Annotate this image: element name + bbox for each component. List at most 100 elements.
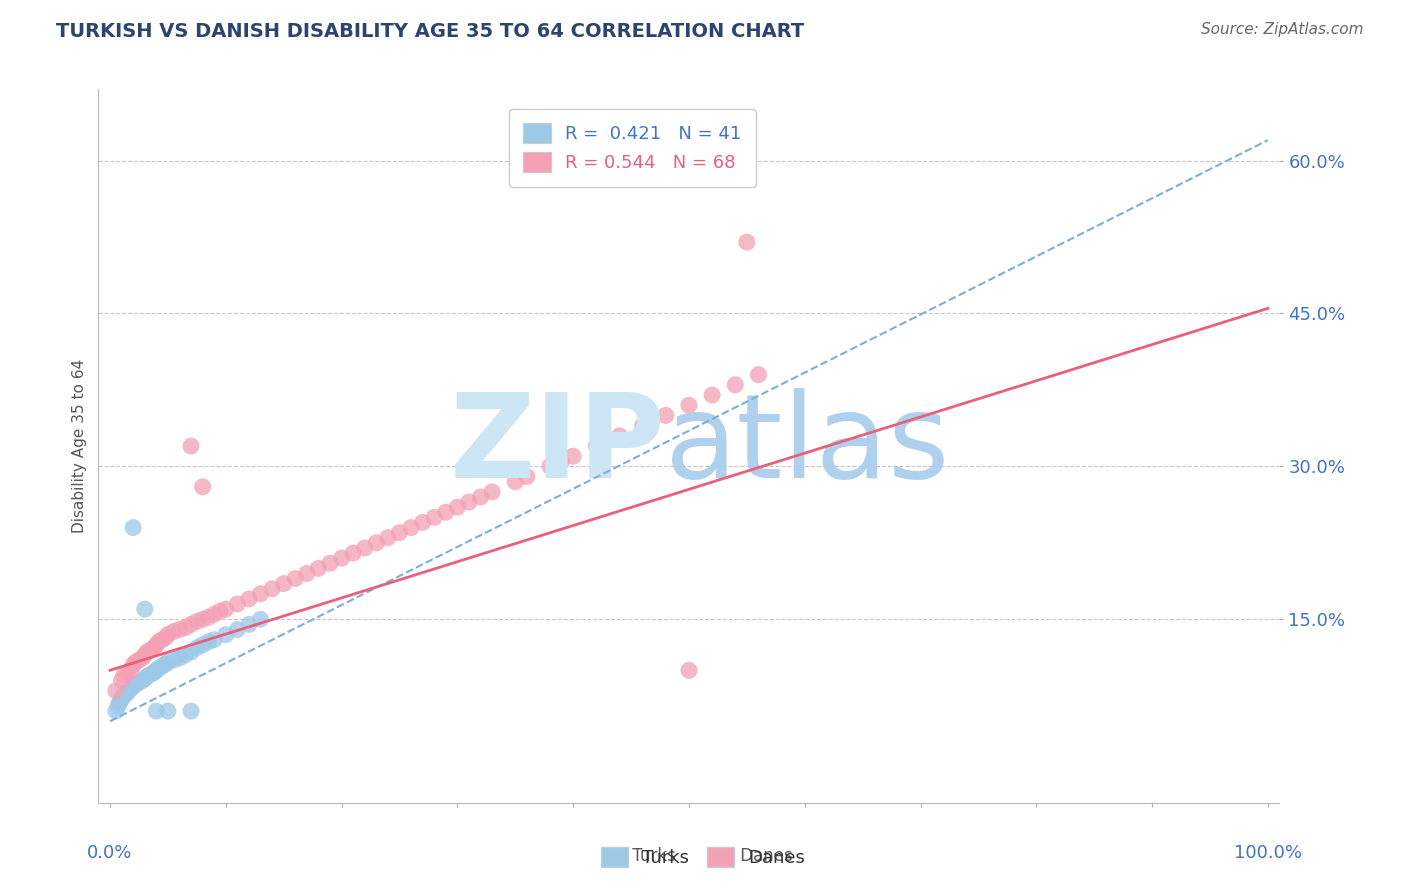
Point bbox=[446, 500, 468, 515]
Point bbox=[215, 602, 238, 616]
Point bbox=[148, 634, 170, 648]
Point bbox=[117, 665, 139, 680]
Point bbox=[284, 572, 307, 586]
Point bbox=[134, 602, 156, 616]
Point bbox=[550, 454, 572, 468]
Point bbox=[112, 668, 135, 682]
Point bbox=[700, 388, 723, 402]
Point bbox=[226, 597, 249, 611]
Point bbox=[307, 561, 329, 575]
Text: atlas: atlas bbox=[665, 389, 950, 503]
Point bbox=[111, 690, 134, 704]
Point bbox=[139, 667, 162, 681]
Point bbox=[180, 617, 202, 632]
Point bbox=[215, 627, 238, 641]
Point bbox=[197, 610, 219, 624]
Point bbox=[110, 673, 132, 688]
Point bbox=[180, 439, 202, 453]
Point bbox=[134, 672, 156, 686]
Point bbox=[124, 655, 146, 669]
Point bbox=[388, 525, 411, 540]
Text: 100.0%: 100.0% bbox=[1234, 845, 1302, 863]
Point bbox=[117, 686, 139, 700]
Point bbox=[131, 651, 153, 665]
Point bbox=[150, 659, 173, 673]
Legend: R =  0.421   N = 41, R = 0.544   N = 68: R = 0.421 N = 41, R = 0.544 N = 68 bbox=[509, 109, 755, 186]
Point bbox=[104, 704, 127, 718]
Text: 0.0%: 0.0% bbox=[87, 845, 132, 863]
Point bbox=[202, 607, 225, 622]
Point bbox=[353, 541, 375, 555]
Point bbox=[150, 632, 173, 647]
Point bbox=[747, 368, 769, 382]
Point bbox=[156, 704, 179, 718]
Point bbox=[122, 680, 145, 694]
Legend: Turks, Danes: Turks, Danes bbox=[593, 839, 813, 874]
Point bbox=[128, 653, 150, 667]
Point bbox=[434, 505, 457, 519]
Point bbox=[174, 620, 197, 634]
Point bbox=[186, 640, 208, 655]
Point bbox=[120, 663, 142, 677]
Point bbox=[481, 484, 503, 499]
Point bbox=[631, 418, 654, 433]
Y-axis label: Disability Age 35 to 64: Disability Age 35 to 64 bbox=[72, 359, 87, 533]
Point bbox=[107, 698, 129, 713]
Point bbox=[148, 661, 170, 675]
Point bbox=[120, 681, 142, 696]
Point bbox=[110, 694, 132, 708]
Point bbox=[423, 510, 446, 524]
Point bbox=[724, 377, 747, 392]
Point bbox=[678, 663, 700, 677]
Point bbox=[342, 546, 364, 560]
Point bbox=[503, 475, 526, 489]
Point bbox=[163, 624, 186, 639]
Point bbox=[180, 645, 202, 659]
Point bbox=[735, 235, 758, 249]
Text: Source: ZipAtlas.com: Source: ZipAtlas.com bbox=[1201, 22, 1364, 37]
Point bbox=[538, 459, 561, 474]
Point bbox=[110, 691, 132, 706]
Point bbox=[174, 648, 197, 662]
Point bbox=[191, 612, 214, 626]
Point bbox=[145, 663, 167, 677]
Point bbox=[191, 480, 214, 494]
Point bbox=[330, 551, 353, 566]
Point bbox=[117, 683, 139, 698]
Point bbox=[202, 632, 225, 647]
Text: TURKISH VS DANISH DISABILITY AGE 35 TO 64 CORRELATION CHART: TURKISH VS DANISH DISABILITY AGE 35 TO 6… bbox=[56, 22, 804, 41]
Point bbox=[470, 490, 492, 504]
Point bbox=[377, 531, 399, 545]
Point bbox=[678, 398, 700, 412]
Point bbox=[136, 645, 159, 659]
Text: ⬜ Turks: ⬜ Turks bbox=[617, 847, 676, 865]
Point bbox=[186, 615, 208, 629]
Point bbox=[412, 516, 434, 530]
Point bbox=[163, 653, 186, 667]
Point bbox=[366, 536, 388, 550]
Point bbox=[609, 429, 631, 443]
Text: ZIP: ZIP bbox=[450, 389, 665, 503]
Point bbox=[197, 634, 219, 648]
Point bbox=[319, 556, 342, 570]
Point bbox=[143, 640, 166, 655]
Point bbox=[104, 683, 127, 698]
Point bbox=[226, 623, 249, 637]
Point bbox=[585, 439, 607, 453]
Point bbox=[249, 587, 271, 601]
Point bbox=[156, 655, 179, 669]
Point bbox=[295, 566, 318, 581]
Point bbox=[169, 651, 191, 665]
Point bbox=[112, 689, 135, 703]
Point bbox=[262, 582, 284, 596]
Text: ⬜ Danes: ⬜ Danes bbox=[725, 847, 793, 865]
Point bbox=[516, 469, 538, 483]
Point bbox=[562, 449, 585, 463]
Point bbox=[131, 673, 153, 688]
Point bbox=[136, 669, 159, 683]
Point bbox=[155, 631, 177, 645]
Point bbox=[180, 704, 202, 718]
Point bbox=[273, 576, 295, 591]
Point bbox=[143, 665, 166, 680]
Point bbox=[208, 604, 231, 618]
